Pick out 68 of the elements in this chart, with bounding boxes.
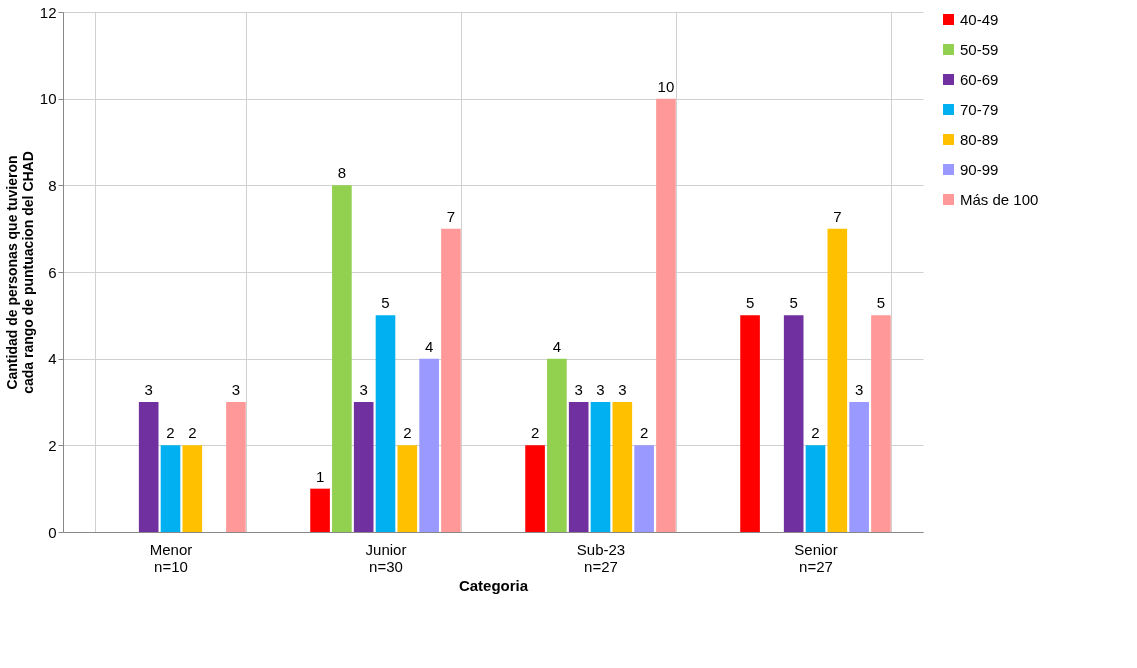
bar xyxy=(547,358,567,532)
bar xyxy=(590,402,611,532)
y-tick-label: 2 xyxy=(48,436,57,454)
legend-label: 60-69 xyxy=(960,70,999,88)
bar xyxy=(805,445,826,532)
data-label: 5 xyxy=(789,294,798,312)
bar xyxy=(871,315,891,532)
bar xyxy=(656,98,676,532)
data-label: 3 xyxy=(618,381,627,398)
x-tick-label: Menor n=10 xyxy=(149,540,193,575)
bar xyxy=(310,488,330,532)
bar xyxy=(182,445,203,532)
x-tick-label: Junior n=30 xyxy=(365,540,407,575)
data-label: 3 xyxy=(854,381,864,398)
bar xyxy=(568,402,589,532)
bar xyxy=(160,445,181,532)
data-label: 5 xyxy=(381,294,390,312)
data-label: 3 xyxy=(231,381,241,398)
bar xyxy=(783,315,804,532)
data-label: 1 xyxy=(315,467,325,485)
data-label: 3 xyxy=(359,381,368,398)
data-label: 2 xyxy=(166,424,175,442)
y-tick-label: 12 xyxy=(39,3,57,21)
data-label: 2 xyxy=(188,424,197,442)
x-tick-label: Senior n=27 xyxy=(794,540,838,575)
y-axis-title: Cantidad de personas que tuvieron cada rango de puntuacion del CHAD xyxy=(3,151,36,394)
data-label: 10 xyxy=(657,77,675,95)
bar xyxy=(397,445,418,532)
bar xyxy=(138,402,159,532)
data-label: 2 xyxy=(530,424,540,442)
data-label: 7 xyxy=(833,207,842,225)
y-tick-label: 10 xyxy=(39,90,57,108)
bar xyxy=(612,402,633,532)
data-label: 4 xyxy=(552,337,562,355)
legend-label: Más de 100 xyxy=(960,190,1039,208)
data-label: 2 xyxy=(811,424,820,442)
bar xyxy=(441,228,461,532)
y-tick-label: 0 xyxy=(48,523,57,541)
bar xyxy=(525,445,545,532)
bar xyxy=(419,358,439,532)
data-label: 5 xyxy=(745,294,755,312)
bar xyxy=(332,185,352,532)
data-label: 3 xyxy=(144,381,153,398)
bar xyxy=(353,402,374,532)
data-label: 3 xyxy=(596,381,605,398)
x-tick-label: Sub-23 n=27 xyxy=(576,540,626,575)
y-tick-label: 8 xyxy=(48,176,57,194)
bar xyxy=(634,445,654,532)
data-label: 2 xyxy=(403,424,412,442)
legend-label: 80-89 xyxy=(960,130,999,148)
y-tick-label: 4 xyxy=(48,350,57,368)
data-label: 5 xyxy=(876,294,886,312)
y-tick-label: 6 xyxy=(48,263,57,281)
data-label: 4 xyxy=(424,337,434,355)
bar xyxy=(375,315,396,532)
bar xyxy=(226,402,246,532)
data-label: 8 xyxy=(337,164,347,182)
bar xyxy=(740,315,760,532)
legend-label: 90-99 xyxy=(960,160,999,178)
legend-label: 40-49 xyxy=(960,10,999,28)
legend-label: 70-79 xyxy=(960,100,999,118)
legend-label: 50-59 xyxy=(960,40,999,58)
data-label: 3 xyxy=(574,381,583,398)
data-label: 7 xyxy=(446,207,456,225)
x-axis-title: Categoria xyxy=(458,576,529,594)
data-label: 2 xyxy=(639,424,649,442)
bar xyxy=(849,402,869,532)
bar xyxy=(827,228,848,532)
